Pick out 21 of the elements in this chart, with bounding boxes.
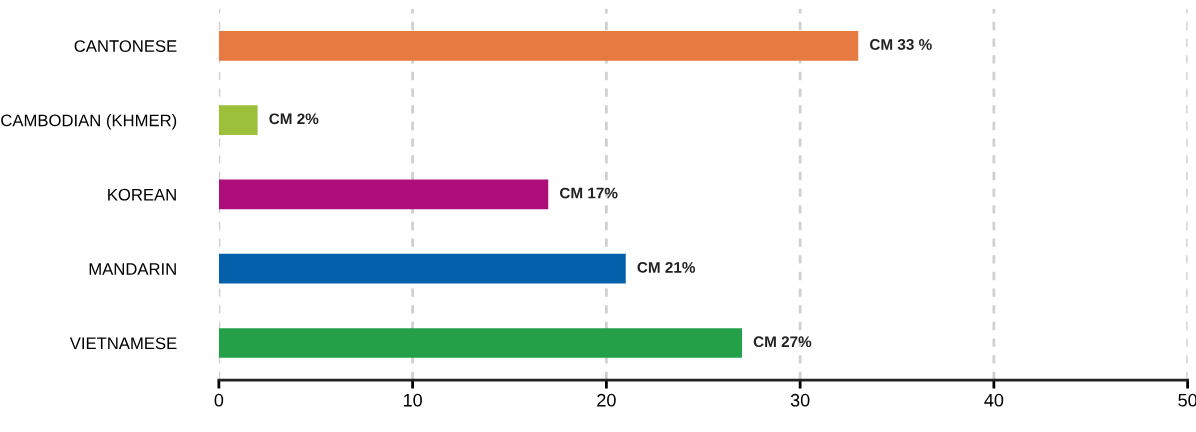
x-tick-label: 20 — [597, 393, 616, 407]
data-label: CM 17% — [559, 187, 618, 199]
bar — [218, 179, 549, 210]
data-label: CM 2% — [269, 113, 319, 125]
bar — [218, 30, 859, 61]
y-tick-label: MANDARIN — [89, 263, 176, 275]
y-tick-label: CANTONESE — [74, 40, 177, 52]
data-label: CM 33 % — [869, 39, 932, 50]
x-tick-label: 50 — [1178, 393, 1196, 407]
data-label: CM 27% — [753, 336, 812, 348]
x-tick-label: 40 — [984, 393, 1004, 407]
x-tick-label: 10 — [403, 393, 422, 407]
bar — [218, 253, 626, 284]
y-tick-label: KOREAN — [108, 188, 176, 201]
x-tick-label: 30 — [790, 393, 810, 407]
x-tick-label: 0 — [214, 393, 224, 407]
y-tick-label: CAMBODIAN (KHMER) — [1, 114, 177, 130]
y-tick-label: VIETNAMESE — [69, 337, 177, 350]
data-label: CM 21% — [637, 261, 696, 273]
bar — [218, 328, 742, 358]
bar — [218, 105, 258, 135]
